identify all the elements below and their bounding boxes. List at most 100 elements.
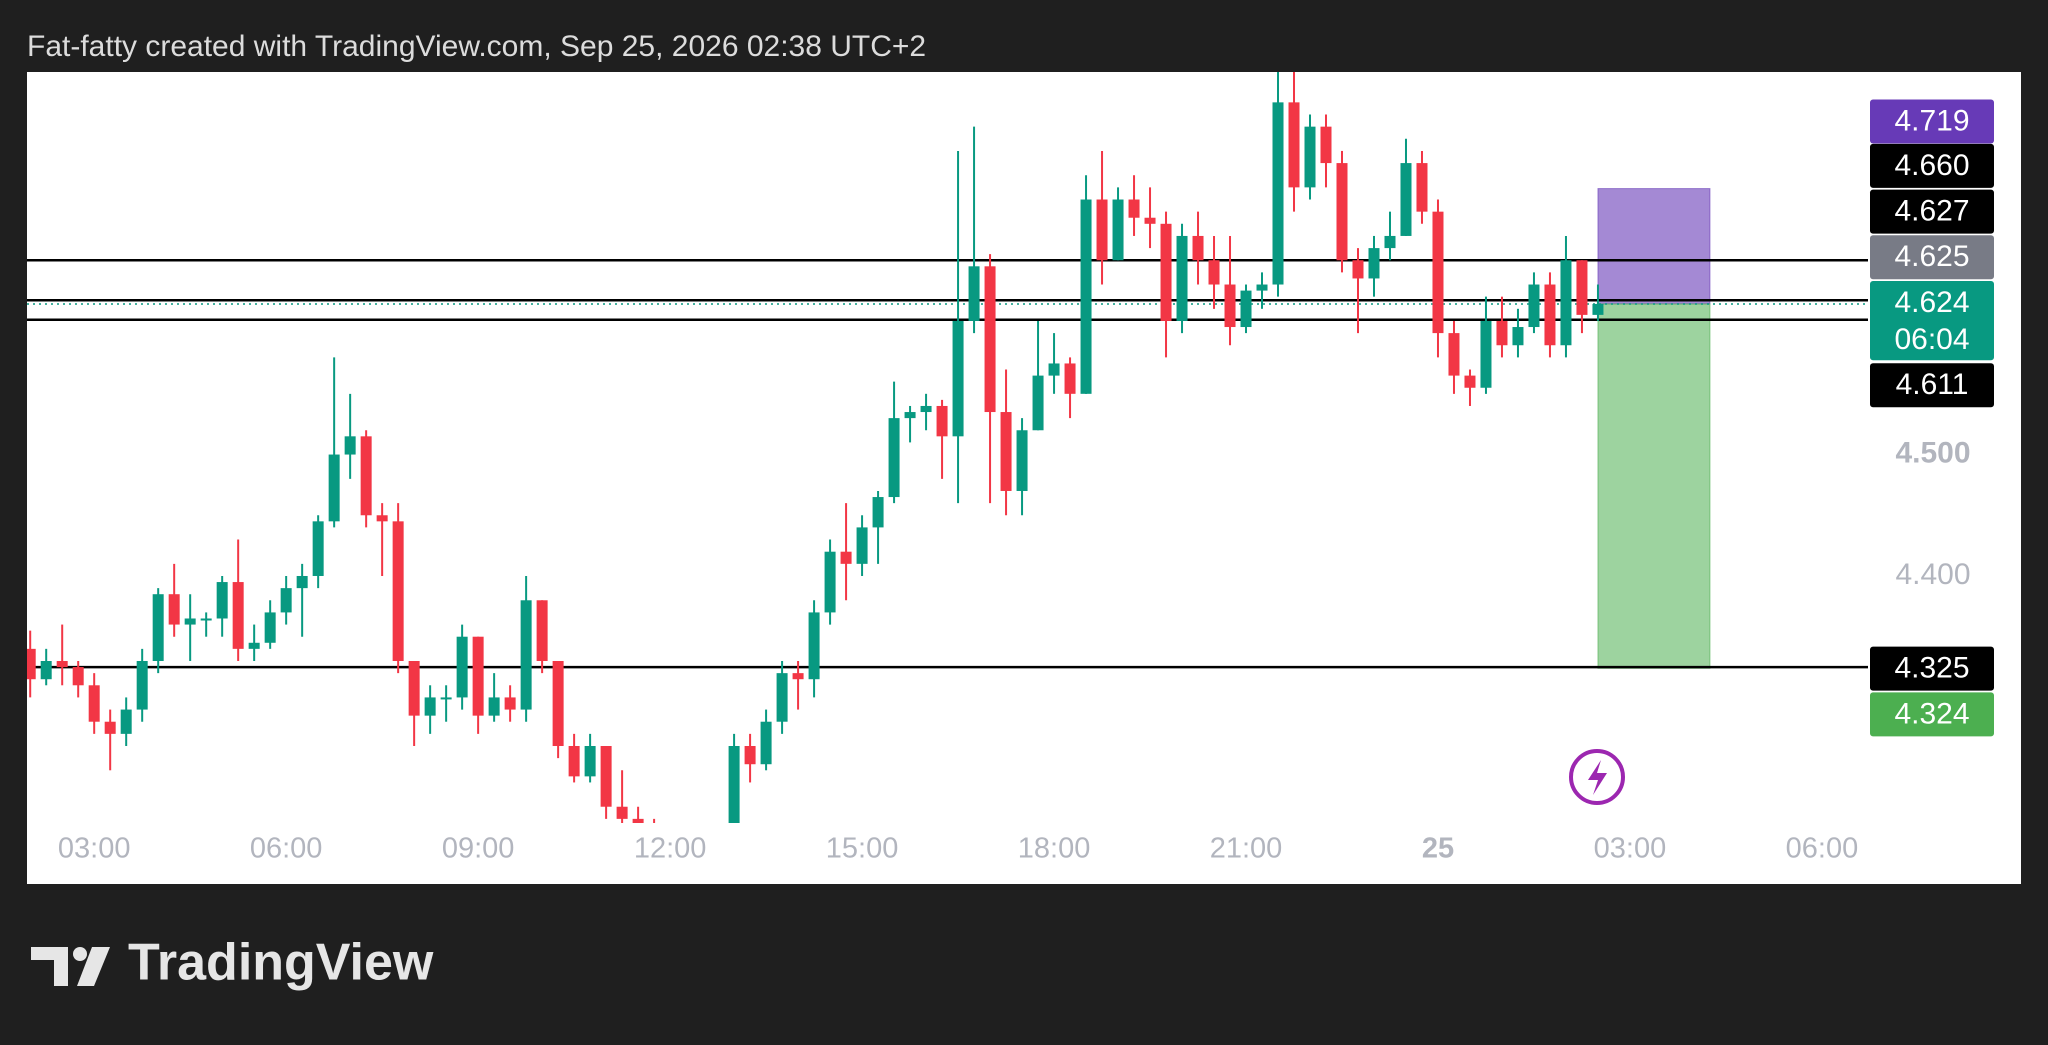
- candle-body: [1064, 363, 1076, 394]
- candle-body: [1336, 163, 1348, 261]
- candle-body: [1256, 284, 1268, 291]
- candle-body: [936, 405, 948, 437]
- candle-body: [600, 746, 612, 807]
- candle-body: [1320, 126, 1332, 164]
- candle-body: [744, 746, 756, 765]
- header-text: Fat-fatty created with TradingView.com, …: [27, 30, 926, 63]
- x-tick-label: 15:00: [826, 833, 899, 865]
- candle-body: [168, 594, 180, 625]
- price-label: 4.660: [1894, 149, 1969, 182]
- candle-body: [1160, 223, 1172, 321]
- price-label: 4.627: [1894, 194, 1969, 227]
- x-tick-label: 12:00: [634, 833, 707, 865]
- candle-body: [840, 551, 852, 564]
- x-tick-label: 09:00: [442, 833, 515, 865]
- candle-body: [408, 660, 420, 716]
- footer-logo: TradingView: [31, 934, 434, 992]
- candle-body: [760, 721, 772, 765]
- candle-body: [1192, 235, 1204, 261]
- candle-body: [904, 412, 916, 419]
- x-tick-label: 03:00: [58, 833, 131, 865]
- candle-body: [120, 709, 132, 734]
- candle-body: [136, 660, 148, 710]
- price-label-box: [1870, 235, 1994, 280]
- candle-body: [1032, 375, 1044, 431]
- target-zone: [1597, 303, 1711, 669]
- candle-body: [40, 660, 52, 680]
- x-tick-label: 21:00: [1210, 833, 1283, 865]
- candle-body: [808, 612, 820, 680]
- candle-body: [424, 697, 436, 716]
- candle-body: [1000, 412, 1012, 491]
- countdown-label: 06:04: [1894, 323, 1969, 356]
- candle-body: [568, 746, 580, 777]
- candle-body: [1448, 333, 1460, 376]
- price-label-box: [1870, 99, 1994, 144]
- candle-body: [232, 582, 244, 649]
- x-tick-label: 18:00: [1018, 833, 1091, 865]
- x-tick-label: 06:00: [1786, 833, 1859, 865]
- candle-body: [392, 521, 404, 661]
- price-label: 4.625: [1894, 240, 1969, 273]
- candle-body: [776, 673, 788, 722]
- candle-body: [1368, 248, 1380, 279]
- candle-body: [1352, 260, 1364, 279]
- price-label: 4.325: [1894, 652, 1969, 685]
- x-tick-label: 03:00: [1594, 833, 1667, 865]
- candle-body: [296, 575, 308, 589]
- candle-body: [1224, 284, 1236, 328]
- candle-body: [488, 697, 500, 716]
- candle-body: [616, 806, 628, 819]
- candle-body: [72, 667, 84, 686]
- candle-body: [1016, 430, 1028, 491]
- candle-body: [681, 904, 692, 916]
- candle-body: [1080, 199, 1092, 394]
- candle-body: [856, 527, 868, 564]
- candle-body: [312, 521, 324, 576]
- candle-body: [27, 648, 36, 680]
- candle-body: [792, 673, 804, 680]
- candle-body: [1512, 327, 1524, 346]
- plot-area: [27, 72, 1868, 916]
- candle-body: [1464, 375, 1476, 388]
- candle-body: [104, 721, 116, 734]
- candle-body: [984, 266, 996, 413]
- price-label: 4.611: [1896, 368, 1969, 401]
- candle-body: [1432, 211, 1444, 334]
- price-label-box: [1870, 646, 1994, 691]
- candle-body: [520, 600, 532, 710]
- candle-body: [1496, 320, 1508, 346]
- candle-body: [1480, 320, 1492, 388]
- price-label-box: [1870, 692, 1994, 737]
- candle-body: [344, 436, 356, 455]
- candle-body: [328, 454, 340, 522]
- candle-body: [1528, 284, 1540, 328]
- candle-body: [88, 685, 100, 722]
- candle-body: [632, 818, 644, 823]
- candle-body: [1112, 199, 1124, 261]
- candle-body: [264, 612, 276, 643]
- candle-body: [1128, 199, 1140, 218]
- axes: 03:00 06:00 09:00 12:00 15:00 18:00 21:00 25 03:…: [58, 99, 1994, 865]
- candle-body: [665, 880, 676, 916]
- candle-body: [1384, 235, 1396, 249]
- candle-body: [920, 405, 932, 413]
- x-tick-label: 06:00: [250, 833, 323, 865]
- price-label-box: [1870, 189, 1994, 234]
- candle-body: [1560, 260, 1572, 346]
- footer-logo-text: TradingView: [128, 934, 434, 992]
- candle-body: [552, 660, 564, 747]
- candle-body: [1176, 235, 1188, 321]
- price-label-box: [1870, 363, 1994, 408]
- candle-body: [1304, 126, 1316, 188]
- candle-body: [200, 618, 212, 621]
- price-label: 4.624: [1894, 286, 1969, 319]
- candle-body: [1576, 260, 1588, 315]
- candle-body: [504, 697, 516, 710]
- candle-body: [280, 588, 292, 613]
- candle-body: [697, 892, 708, 904]
- candle-body: [440, 697, 452, 700]
- candle-body: [1048, 363, 1060, 376]
- candle-body: [360, 436, 372, 516]
